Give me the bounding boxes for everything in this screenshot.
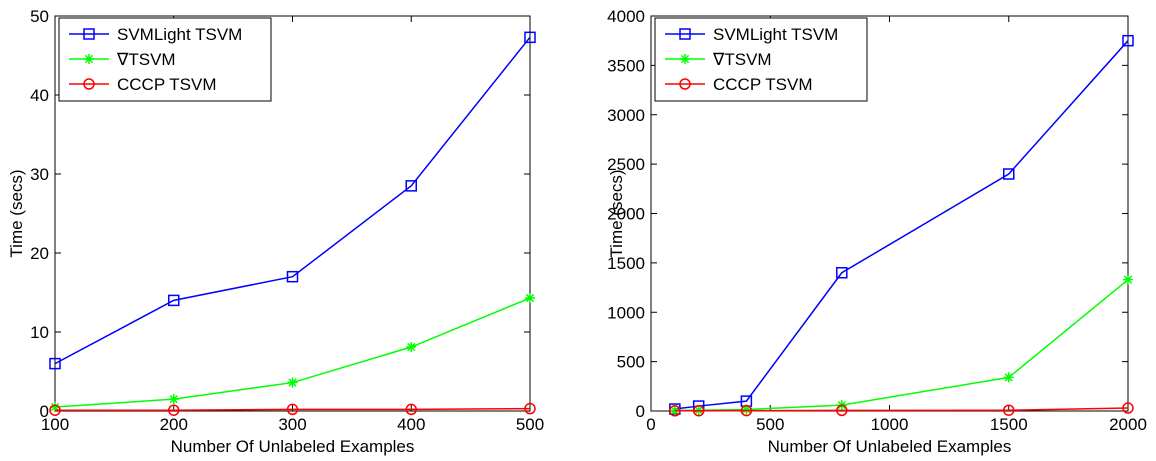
y-tick-label: 0	[40, 402, 49, 421]
data-point	[741, 404, 752, 415]
y-axis-label: Time (secs)	[607, 169, 626, 257]
data-point	[405, 180, 417, 192]
data-point	[286, 270, 299, 283]
chart-2: 0 500 1000 1500 2000 0 500 1000 1500 2000 2500 3000…	[607, 7, 1147, 456]
series-line	[674, 407, 1129, 412]
data-point	[524, 402, 536, 415]
x-tick-label: 2000	[1109, 415, 1147, 434]
series-line	[55, 407, 531, 411]
series-2	[50, 293, 535, 413]
legend-label: CCCP TSVM	[713, 75, 813, 94]
y-tick-label: 10	[30, 323, 49, 342]
x-tick-label: 300	[278, 415, 306, 434]
data-point	[287, 377, 298, 388]
data-point	[524, 31, 536, 44]
y-tick-label: 30	[30, 165, 49, 184]
x-tick-label: 0	[646, 415, 655, 434]
x-axis-label: Number Of Unlabeled Examples	[768, 437, 1012, 456]
y-axis-label: Time (secs)	[7, 169, 26, 257]
data-point	[406, 342, 417, 353]
legend: SVMLight TSVM ∇TSVM CCCP TSVM	[58, 17, 272, 102]
legend-marker	[83, 28, 95, 40]
legend-marker	[680, 54, 690, 64]
series-line	[54, 36, 531, 365]
data-point	[286, 403, 299, 416]
x-tick-label: 400	[397, 415, 425, 434]
x-tick-label: 500	[756, 415, 784, 434]
series-3	[49, 402, 536, 416]
data-point	[669, 405, 681, 417]
y-tick-label: 1000	[607, 303, 645, 322]
x-tick-label: 500	[516, 415, 544, 434]
data-point	[836, 404, 848, 417]
series-1	[49, 31, 536, 370]
legend-marker	[84, 54, 94, 64]
legend-label: SVMLight TSVM	[117, 25, 242, 44]
x-axis-label: Number Of Unlabeled Examples	[171, 437, 415, 456]
legend: SVMLight TSVM ∇TSVM CCCP TSVM	[654, 17, 868, 102]
x-tick-label: 200	[160, 415, 188, 434]
data-point	[1122, 402, 1134, 414]
y-tick-label: 40	[30, 86, 49, 105]
data-point	[168, 294, 180, 307]
chart-1: 100 200 300 400 500 0 10 20 30 40 50 Number Of Unla…	[7, 7, 544, 456]
data-point	[1003, 168, 1015, 180]
x-tick-label: 100	[41, 415, 69, 434]
legend-marker	[679, 78, 691, 90]
y-tick-label: 50	[30, 7, 49, 26]
data-point	[740, 404, 753, 417]
y-tick-label: 2500	[607, 155, 645, 174]
legend-label: ∇TSVM	[712, 50, 772, 69]
data-point	[49, 404, 61, 416]
data-point	[525, 293, 535, 304]
data-point	[1003, 404, 1015, 416]
y-tick-label: 0	[636, 402, 645, 421]
y-tick-label: 4000	[607, 7, 645, 26]
y-tick-label: 1500	[607, 254, 645, 273]
legend-label: SVMLight TSVM	[713, 25, 838, 44]
legend-marker	[83, 78, 95, 90]
data-point	[405, 403, 417, 416]
data-point	[836, 267, 848, 279]
data-point	[168, 404, 180, 416]
data-point	[1123, 274, 1133, 285]
y-tick-label: 3000	[607, 106, 645, 125]
data-point	[1003, 372, 1014, 383]
data-point	[50, 402, 60, 413]
y-tick-label: 500	[617, 353, 645, 372]
y-tick-label: 2000	[607, 205, 645, 224]
data-point	[1122, 34, 1134, 47]
data-point	[168, 394, 179, 405]
y-tick-label: 20	[30, 244, 49, 263]
legend-label: ∇TSVM	[116, 50, 176, 69]
x-tick-label: 1500	[990, 415, 1028, 434]
data-point	[49, 357, 61, 370]
series-3	[669, 402, 1134, 417]
legend-label: CCCP TSVM	[117, 75, 217, 94]
data-point	[692, 404, 705, 417]
y-tick-label: 3500	[607, 56, 645, 75]
x-tick-label: 1000	[871, 415, 909, 434]
legend-marker	[679, 28, 691, 40]
